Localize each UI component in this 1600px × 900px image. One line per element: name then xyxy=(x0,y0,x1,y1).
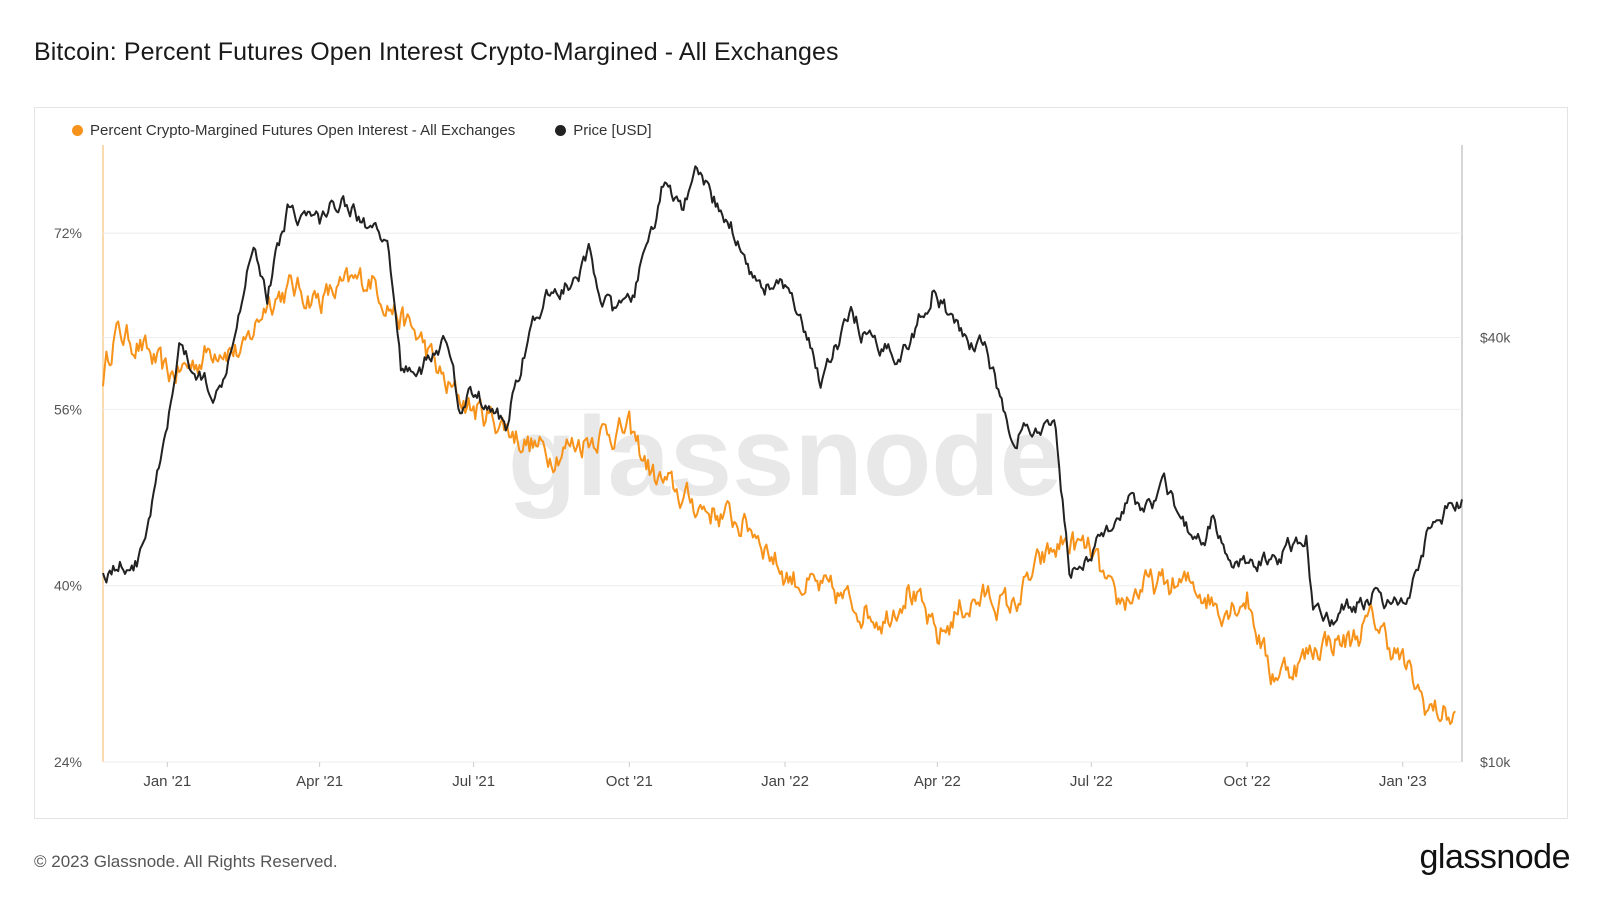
x-tick-label: Apr '22 xyxy=(914,773,961,790)
series-line-oi-percent xyxy=(102,267,1456,726)
watermark: glassnode xyxy=(508,394,1062,519)
gridlines xyxy=(102,145,1463,763)
x-tick-label: Jul '22 xyxy=(1070,773,1113,790)
x-tick-label: Jan '21 xyxy=(143,773,191,790)
y-right-tick-label: $10k xyxy=(1480,754,1511,770)
x-tick-label: Apr '21 xyxy=(296,773,343,790)
legend-oi-label: Percent Crypto-Margined Futures Open Int… xyxy=(90,122,516,139)
chart-panel xyxy=(34,107,1568,819)
y-axis-right: $10k $40k xyxy=(1480,329,1511,770)
y-right-tick-label: $40k xyxy=(1480,329,1511,345)
series-lines xyxy=(102,165,1463,726)
legend-price-label: Price [USD] xyxy=(573,122,652,139)
x-axis: Jan '21 Apr '21 Jul '21 Oct '21 Jan '22 Apr '… xyxy=(143,762,1427,790)
legend-price-marker xyxy=(555,125,567,136)
series-line-price-usd xyxy=(102,165,1463,627)
x-tick-label: Oct '22 xyxy=(1224,773,1271,790)
legend-item-price[interactable]: Price [USD] xyxy=(555,122,652,139)
y-axis-left: 24% 40% 56% 72% xyxy=(54,225,82,770)
x-tick-label: Jan '22 xyxy=(761,773,809,790)
legend-item-oi[interactable]: Percent Crypto-Margined Futures Open Int… xyxy=(72,122,515,139)
footer-copyright: © 2023 Glassnode. All Rights Reserved. xyxy=(34,852,338,871)
brand-logo[interactable]: glassnode xyxy=(1419,838,1570,876)
chart-legend: Percent Crypto-Margined Futures Open Int… xyxy=(72,122,652,139)
x-tick-label: Oct '21 xyxy=(606,773,653,790)
y-left-tick-label: 40% xyxy=(54,578,82,594)
legend-oi-marker xyxy=(72,125,83,136)
x-tick-label: Jan '23 xyxy=(1379,773,1427,790)
chart-title: Bitcoin: Percent Futures Open Interest C… xyxy=(34,38,839,66)
y-left-tick-label: 56% xyxy=(54,401,82,417)
y-left-tick-label: 72% xyxy=(54,225,82,241)
y-left-tick-label: 24% xyxy=(54,754,82,770)
x-tick-label: Jul '21 xyxy=(452,773,495,790)
